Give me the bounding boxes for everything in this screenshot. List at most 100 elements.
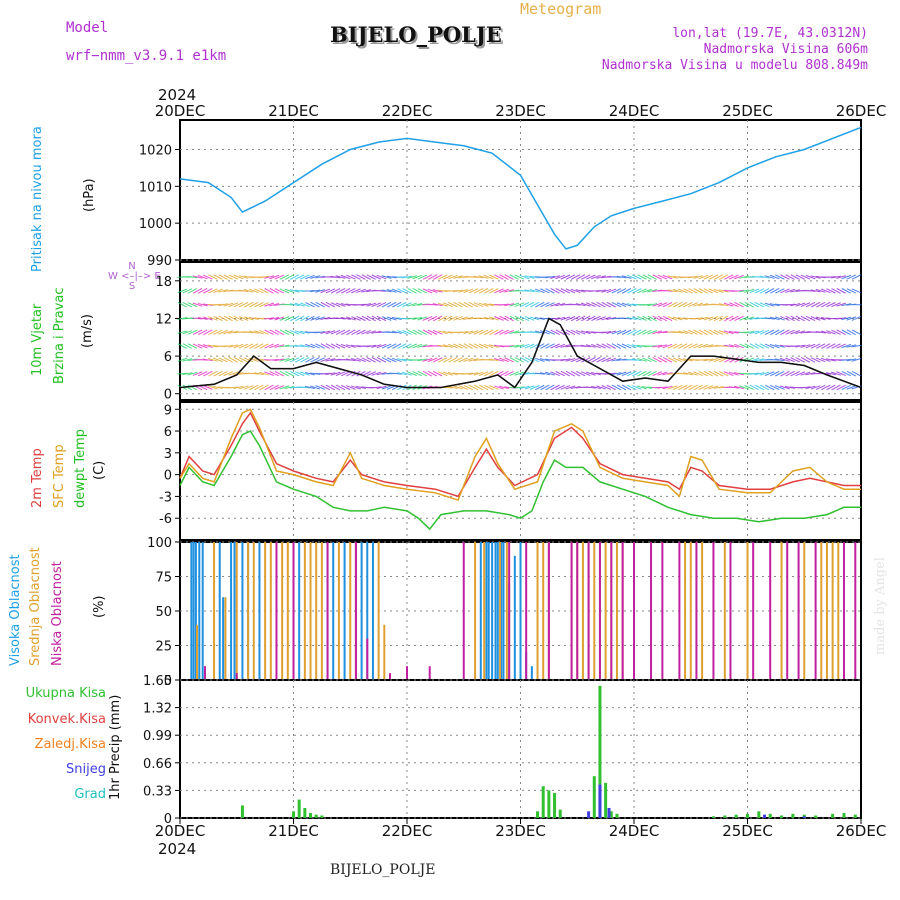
- wind-barb: [662, 385, 673, 390]
- wind-barb: [361, 289, 372, 293]
- bar-niska-oblacnost: [326, 542, 329, 680]
- y-tick-label: -6: [159, 512, 172, 527]
- wind-barb: [565, 288, 576, 294]
- wind-barb: [305, 343, 315, 349]
- wind-barb: [447, 289, 458, 292]
- wind-barb: [611, 372, 622, 376]
- wind-barb: [591, 315, 601, 322]
- wind-barb: [315, 331, 326, 334]
- wind-barb: [826, 330, 836, 335]
- wind-barb: [519, 385, 530, 390]
- wind-barb: [208, 329, 218, 336]
- wind-barb: [570, 329, 581, 335]
- wind-barb: [678, 301, 688, 308]
- wind-barb: [708, 316, 719, 321]
- bottom-date-label: 26DEC: [836, 822, 887, 840]
- bar-ukupna-kisa: [547, 790, 551, 818]
- wind-barb: [315, 275, 326, 279]
- wind-barb: [693, 371, 703, 377]
- wind-barb: [626, 274, 637, 280]
- wind-barb: [458, 275, 469, 279]
- line-mslp: [179, 126, 862, 250]
- wind-barb: [744, 330, 755, 334]
- wind-barb: [530, 301, 540, 308]
- wind-barb: [335, 384, 346, 391]
- wind-barb: [514, 274, 525, 280]
- wind-barb: [535, 384, 545, 391]
- panel-precip: 0 0.33 0.66 0.99 1.32 1.65: [143, 674, 862, 827]
- wind-barb: [208, 288, 218, 294]
- wind-barb: [632, 385, 642, 390]
- wind-barb: [820, 317, 831, 320]
- wind-barb: [601, 301, 611, 308]
- lonlat-label: lon,lat (19.7E, 43.0312N): [672, 26, 868, 41]
- top-date-label: 20DEC: [155, 102, 206, 120]
- wind-barb: [427, 274, 438, 280]
- wind-barb: [448, 315, 458, 322]
- wind-barb: [213, 357, 223, 363]
- wind-barb: [642, 385, 653, 389]
- wind-barb: [182, 343, 193, 349]
- wind-barb: [463, 330, 474, 334]
- bar-srednja-oblacnost: [315, 542, 318, 680]
- wind-barb: [545, 343, 555, 349]
- bar-ukupna-kisa: [592, 776, 596, 818]
- wind-barb: [550, 302, 561, 307]
- wind-barb: [468, 330, 479, 335]
- wind-barb: [632, 288, 642, 294]
- wind-barb: [514, 344, 525, 348]
- wind-barb: [795, 371, 806, 377]
- wind-barb: [274, 370, 284, 377]
- wind-barb: [826, 288, 836, 294]
- wind-barb: [300, 315, 310, 322]
- wind-barb: [295, 357, 305, 363]
- wind-barb: [412, 329, 422, 336]
- wind-barb: [187, 302, 198, 308]
- wind-barb: [795, 357, 805, 363]
- wind-barb: [601, 343, 611, 349]
- wind-barb: [401, 275, 413, 279]
- wind-barb: [836, 302, 847, 307]
- wind-barb: [841, 274, 852, 280]
- wind-barb: [223, 302, 234, 307]
- wind-barb: [284, 385, 295, 390]
- wind-barb: [739, 343, 749, 349]
- wind-barb: [555, 274, 566, 280]
- wind-barb: [836, 288, 846, 294]
- wind-barb: [442, 371, 453, 376]
- wind-barb: [647, 274, 657, 280]
- wind-barb: [560, 288, 571, 294]
- wind-barb: [590, 385, 601, 390]
- wind-barb: [637, 385, 647, 390]
- bar-snijeg: [598, 784, 602, 818]
- wind-barb: [198, 288, 208, 294]
- wind-barb: [330, 275, 341, 279]
- wind-barb: [790, 315, 800, 322]
- wind-barb: [264, 317, 275, 320]
- wind-barb: [366, 357, 376, 363]
- bar-ukupna-kisa: [303, 807, 307, 818]
- wind-barb: [371, 344, 382, 348]
- bar-ukupna-kisa: [297, 799, 301, 818]
- wind-barb: [519, 343, 530, 349]
- wind-barb: [851, 288, 862, 294]
- wind-barb: [642, 288, 652, 293]
- wind-barb: [606, 343, 616, 349]
- wind-barb: [754, 276, 765, 278]
- wind-barb: [831, 329, 841, 335]
- bar-niska-oblacnost: [842, 542, 845, 680]
- wind-barb: [315, 316, 326, 321]
- wind-barb: [846, 344, 857, 348]
- panel-frame: [179, 679, 862, 819]
- wind-barb: [223, 289, 234, 293]
- wind-barb: [248, 372, 259, 375]
- wind-barb: [345, 358, 356, 362]
- wind-barb: [621, 329, 632, 335]
- wind-barb: [769, 358, 780, 361]
- wind-barb: [350, 358, 361, 362]
- wind-barb: [228, 344, 239, 348]
- wind-barb: [560, 385, 571, 390]
- wind-barb: [320, 330, 331, 334]
- wind-barb: [397, 288, 407, 294]
- wind-barb: [821, 384, 831, 391]
